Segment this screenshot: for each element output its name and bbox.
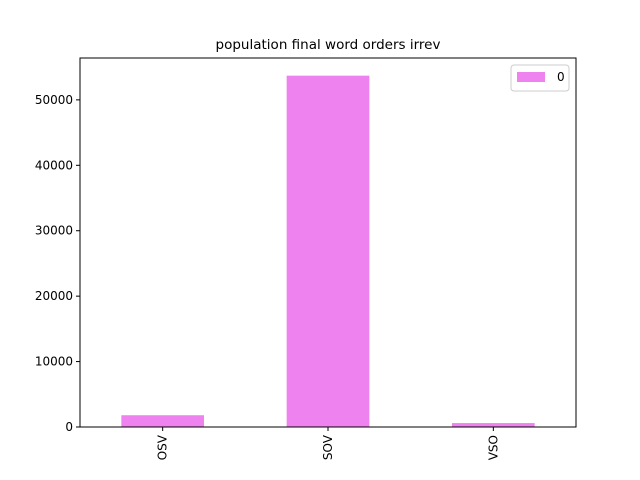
bar-vso xyxy=(452,423,535,427)
chart-title: population final word orders irrev xyxy=(216,37,441,53)
y-tick-label: 20000 xyxy=(35,289,73,303)
y-tick-label: 0 xyxy=(65,420,73,434)
bar-sov xyxy=(286,75,370,428)
y-tick-label: 50000 xyxy=(35,93,73,107)
y-tick-label: 10000 xyxy=(35,355,73,369)
x-tick-label: SOV xyxy=(321,434,335,460)
x-tick-label: OSV xyxy=(156,434,170,460)
legend-swatch xyxy=(517,72,545,82)
plot-frame xyxy=(79,57,577,428)
bar-osv xyxy=(121,415,204,427)
x-tick-label: VSO xyxy=(486,435,500,460)
y-axis: 0 10000 20000 30000 40000 50000 xyxy=(35,93,80,434)
x-axis: OSV SOV VSO xyxy=(156,427,500,460)
legend: 0 xyxy=(510,64,570,92)
y-tick-label: 40000 xyxy=(35,158,73,172)
bars-group xyxy=(121,75,535,428)
y-tick-label: 30000 xyxy=(35,224,73,238)
legend-label: 0 xyxy=(557,70,565,84)
